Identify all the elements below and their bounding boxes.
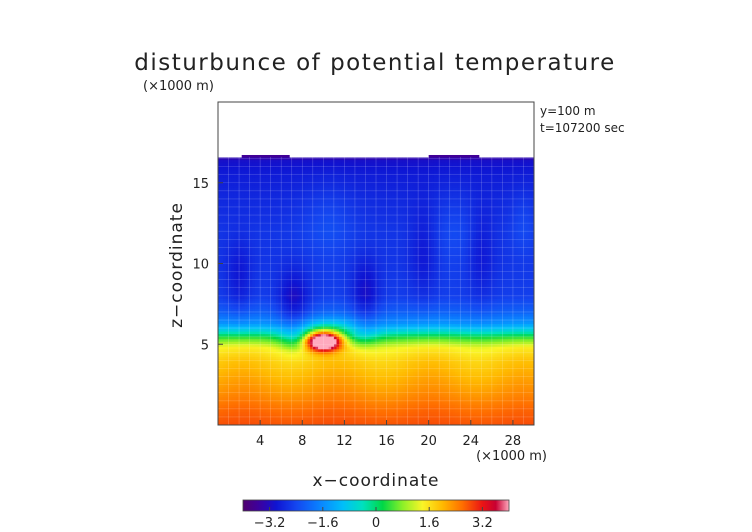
x-axis-ticks: 4 8 12 16 20 24 28 — [256, 420, 521, 449]
colorbar-tick-label: 3.2 — [472, 516, 493, 531]
y-axis-ticks: 5 10 15 — [192, 177, 223, 353]
x-axis-unit: (×1000 m) — [476, 449, 547, 464]
chart-title: disturbunce of potential temperature — [134, 50, 616, 76]
contour-grid-overlay — [218, 156, 534, 425]
plot-area: 4 8 12 16 20 24 28 5 10 15 — [192, 101, 535, 449]
colorbar-tick-label: −3.2 — [254, 516, 286, 531]
colorbar: −3.2 −1.6 0 1.6 3.2 — [242, 499, 510, 531]
x-tick-label: 24 — [463, 434, 480, 449]
x-tick-label: 16 — [378, 434, 395, 449]
temperature-field — [218, 154, 534, 425]
x-tick-label: 4 — [256, 434, 264, 449]
colorbar-tick-label: −1.6 — [307, 516, 339, 531]
colorbar-tick-label: 1.6 — [419, 516, 440, 531]
colorbar-ticks: −3.2 −1.6 0 1.6 3.2 — [254, 507, 493, 531]
annotation-time: t=107200 sec — [540, 121, 625, 135]
y-axis-label: z−coordinate — [167, 202, 187, 328]
x-tick-label: 28 — [505, 434, 522, 449]
y-tick-label: 10 — [192, 258, 209, 273]
annotation-y-position: y=100 m — [540, 104, 596, 118]
colorbar-tick-label: 0 — [372, 516, 380, 531]
x-axis-label: x−coordinate — [313, 471, 440, 491]
x-tick-label: 12 — [336, 434, 353, 449]
y-axis-unit: (×1000 m) — [143, 79, 214, 94]
y-tick-label: 5 — [201, 338, 209, 353]
x-tick-label: 20 — [420, 434, 437, 449]
y-tick-label: 15 — [192, 177, 209, 192]
x-tick-label: 8 — [298, 434, 306, 449]
